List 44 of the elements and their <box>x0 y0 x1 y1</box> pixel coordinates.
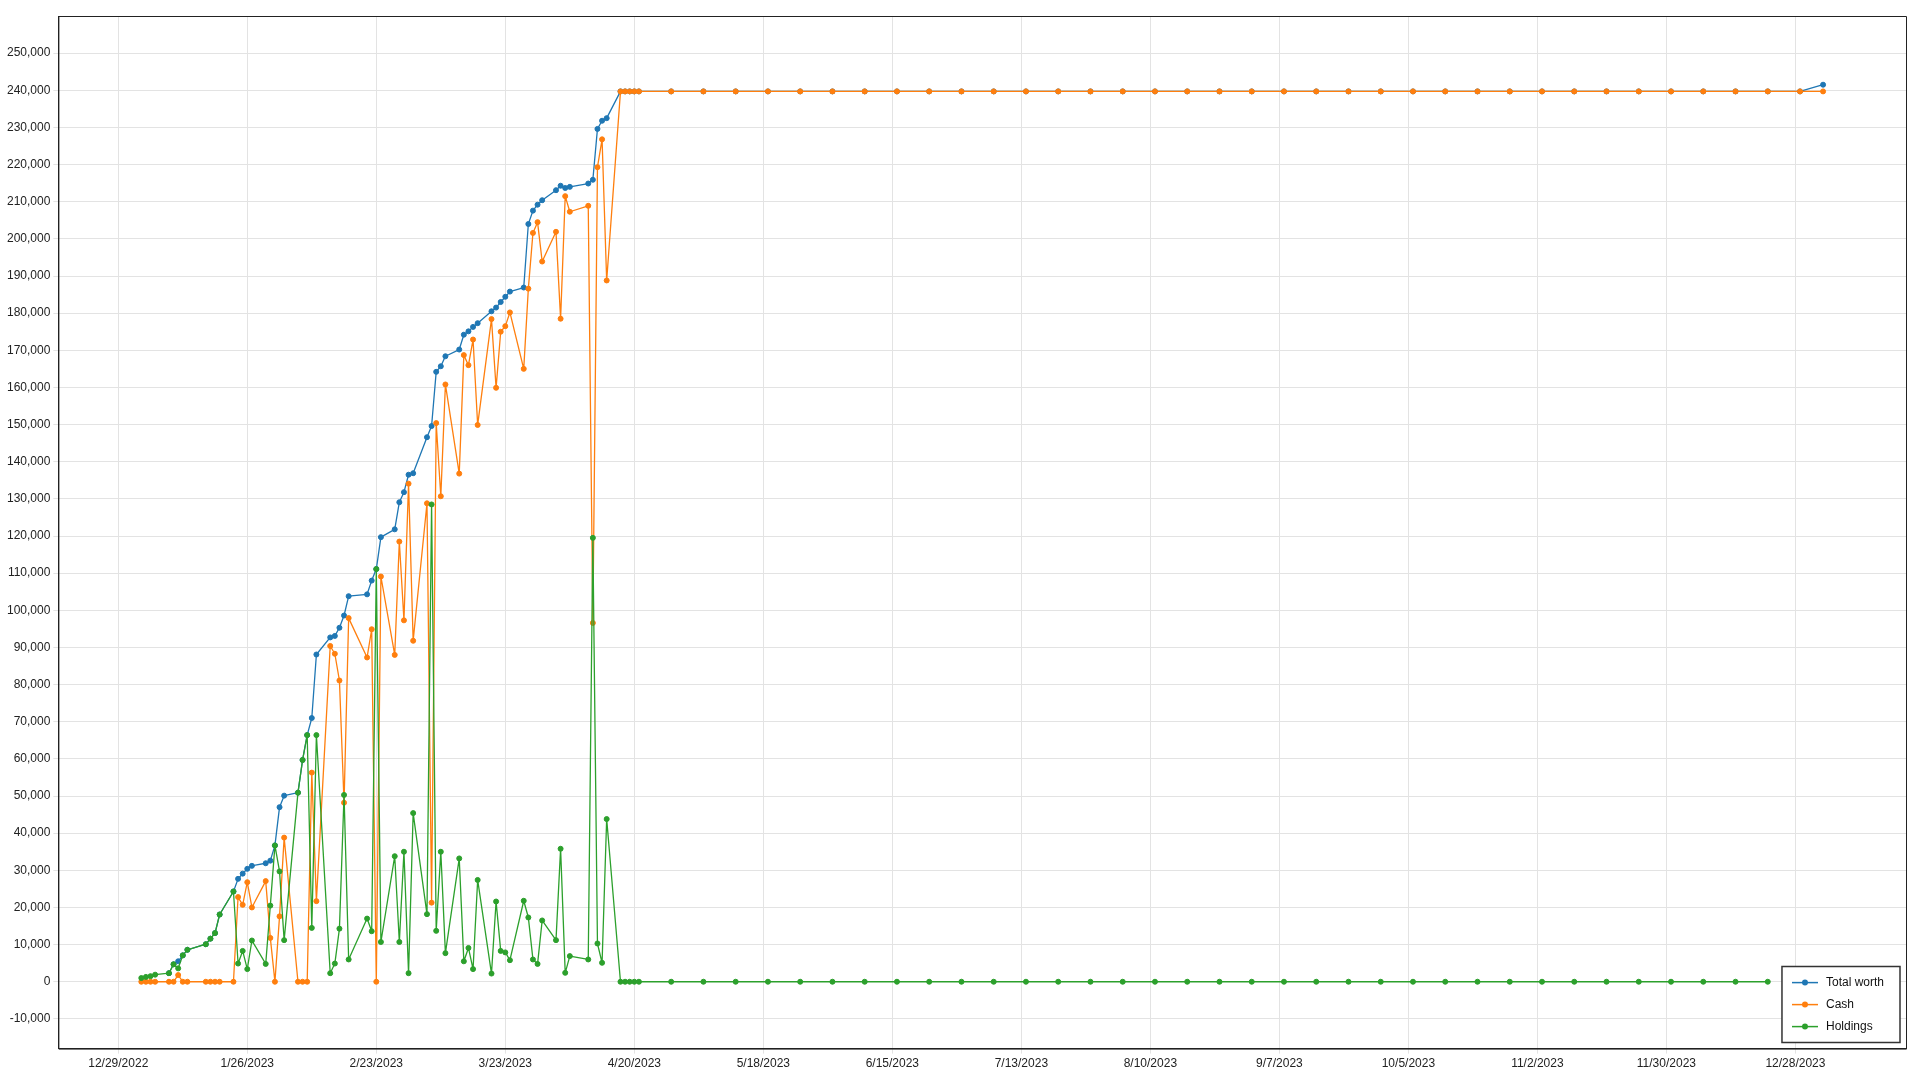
x-tick-label: 6/15/2023 <box>865 1056 920 1071</box>
y-tick-label: 10,000 <box>13 936 51 951</box>
legend-label: Cash <box>1825 996 1854 1011</box>
y-tick-label: 180,000 <box>6 305 51 320</box>
legend-label: Total worth <box>1825 974 1885 989</box>
y-tick-label: 50,000 <box>13 788 51 803</box>
y-tick-label: 70,000 <box>13 714 51 729</box>
y-tick-label: 110,000 <box>7 565 51 580</box>
y-tick-label: 150,000 <box>6 416 51 431</box>
legend-label: Holdings <box>1825 1018 1873 1033</box>
y-tick-label: 250,000 <box>6 45 51 60</box>
y-tick-label: 230,000 <box>6 119 51 134</box>
y-tick-label: 190,000 <box>6 268 51 283</box>
y-tick-label: 30,000 <box>13 862 51 877</box>
y-tick-label: 170,000 <box>6 342 51 357</box>
x-tick-label: 4/20/2023 <box>607 1056 662 1071</box>
y-tick-label: 210,000 <box>6 194 51 209</box>
y-tick-label: 130,000 <box>6 491 51 506</box>
y-tick-label: 20,000 <box>13 899 51 914</box>
x-tick-label: 12/28/2023 <box>1765 1056 1826 1071</box>
y-tick-label: 120,000 <box>6 528 51 543</box>
x-tick-label: 8/10/2023 <box>1123 1056 1178 1071</box>
y-tick-label: 80,000 <box>13 676 51 691</box>
y-tick-label: 220,000 <box>6 156 51 171</box>
y-tick-label: 90,000 <box>13 639 51 654</box>
y-tick-label: 0 <box>43 974 51 989</box>
x-tick-label: 11/2/2023 <box>1511 1056 1564 1071</box>
y-tick-label: 200,000 <box>6 231 51 246</box>
x-tick-label: 11/30/2023 <box>1636 1056 1697 1071</box>
x-tick-label: 7/13/2023 <box>994 1056 1049 1071</box>
x-tick-label: 5/18/2023 <box>736 1056 791 1071</box>
x-tick-label: 12/29/2022 <box>88 1056 149 1071</box>
y-tick-label: 100,000 <box>6 602 51 617</box>
x-tick-label: 9/7/2023 <box>1256 1056 1304 1071</box>
x-tick-label: 10/5/2023 <box>1381 1056 1436 1071</box>
y-tick-label: -10,000 <box>9 1011 51 1026</box>
y-tick-label: 160,000 <box>6 379 51 394</box>
y-tick-label: 60,000 <box>13 751 51 766</box>
x-tick-label: 1/26/2023 <box>220 1056 275 1071</box>
x-tick-label: 3/23/2023 <box>478 1056 533 1071</box>
y-tick-label: 140,000 <box>6 454 51 469</box>
y-tick-label: 40,000 <box>13 825 51 840</box>
y-tick-label: 240,000 <box>6 82 51 97</box>
x-tick-label: 2/23/2023 <box>349 1056 404 1071</box>
